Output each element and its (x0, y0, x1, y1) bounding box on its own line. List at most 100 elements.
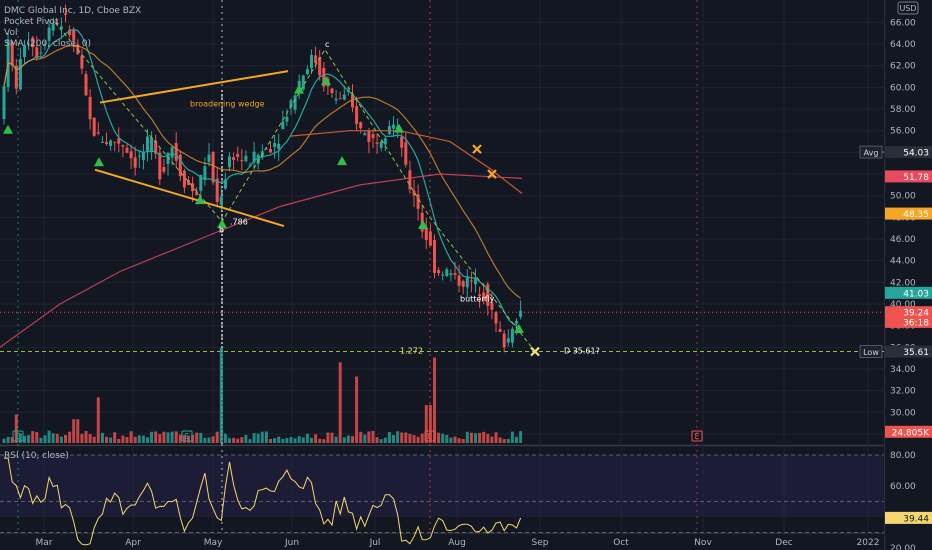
candle-body (482, 292, 486, 301)
price-tag-label: Low (863, 348, 879, 357)
candle-body (215, 178, 219, 202)
chart-annotation: D 35.61? (564, 347, 600, 356)
candle-body (80, 55, 84, 69)
volume-bar (494, 432, 498, 443)
candle-body (166, 152, 170, 165)
price-axis (884, 0, 932, 550)
price-tag-label-box (859, 345, 883, 358)
volume-bar (55, 433, 59, 443)
candle-body (330, 88, 334, 93)
candle-body (412, 190, 416, 196)
candle-body (277, 143, 281, 150)
candle-body (117, 138, 121, 144)
candle-body (310, 54, 313, 69)
candle-body (457, 275, 461, 286)
candle-body (68, 29, 72, 36)
volume-bar (502, 439, 506, 443)
volume-bar (478, 432, 482, 443)
x-marker (487, 169, 497, 179)
candle-body (223, 179, 227, 189)
candle-body (174, 143, 178, 161)
candle-body (125, 147, 129, 153)
pocket-pivot-icon (3, 124, 13, 134)
candle-body (252, 151, 256, 163)
candle-body (219, 196, 223, 205)
candle-body (137, 155, 141, 157)
candle-body (441, 274, 445, 276)
candle-body (363, 133, 367, 136)
candle-body (55, 23, 59, 25)
volume-bar (187, 435, 190, 443)
volume-bar (244, 434, 248, 443)
volume-bar (84, 430, 88, 443)
volume-bar (334, 436, 338, 443)
rsi-value-label: 39.44 (903, 514, 929, 524)
candle-body (31, 37, 35, 48)
earnings-icon-label: E (185, 432, 190, 441)
volume-bar (461, 438, 465, 443)
candle-body (453, 273, 457, 275)
time-tick-label: Sep (532, 538, 549, 548)
candle-body (469, 280, 473, 282)
candle-body (289, 100, 293, 107)
candle-body (416, 194, 420, 209)
volume-bar (433, 357, 436, 443)
candle-body (64, 13, 67, 15)
volume-bar (162, 431, 166, 443)
price-pane (0, 0, 884, 444)
chart-annotation: .786 (230, 218, 248, 227)
volume-bar (137, 435, 141, 443)
candle-body (10, 42, 14, 66)
price-tick-label: 34.00 (890, 365, 916, 375)
sma-mid-line (3, 44, 521, 299)
volume-bar (363, 434, 367, 443)
volume-bar (490, 436, 494, 443)
price-tag-value: 39.24 (903, 309, 929, 319)
volume-bar (121, 435, 125, 443)
time-tick-label: Dec (775, 538, 792, 548)
candle-body (18, 59, 22, 90)
candle-body (170, 147, 174, 158)
volume-bar (404, 432, 408, 443)
time-tick-label: Nov (694, 538, 712, 548)
volume-bar (51, 433, 55, 443)
volume-bar (273, 438, 277, 443)
candle-body (146, 136, 149, 152)
price-tick-label: 30.00 (890, 408, 916, 418)
candle-body (408, 170, 412, 190)
candle-body (232, 157, 236, 160)
candle-body (445, 269, 449, 277)
volume-bar (125, 437, 129, 443)
candle-body (244, 155, 248, 162)
price-tag-value: 41.03 (903, 289, 929, 299)
volume-bar (240, 437, 244, 443)
volume-bar (68, 431, 72, 443)
volume-bar (260, 431, 264, 443)
price-tick-label: 60.00 (890, 83, 916, 93)
candle-body (141, 152, 145, 160)
chart-annotation: b (219, 225, 224, 234)
volume-bar (39, 437, 43, 443)
volume-bar (371, 430, 375, 443)
candle-body (428, 231, 432, 246)
volume-bar (428, 405, 432, 443)
time-tick-label: Oct (613, 538, 629, 548)
pocket-pivot-icon (217, 218, 227, 228)
candle-body (392, 124, 395, 129)
chart-annotation: broadening wedge (190, 100, 265, 109)
candle-body (59, 26, 63, 29)
volume-bar (297, 436, 301, 443)
volume-bar (392, 434, 395, 443)
price-tick-label: 66.00 (890, 18, 916, 28)
candle-body (256, 154, 260, 164)
earnings-icon (424, 430, 436, 442)
rsi-tick-label: 80.00 (890, 451, 916, 461)
candle-body (293, 95, 297, 110)
chart-annotation: butterfly (460, 295, 495, 304)
candle-body (478, 294, 482, 297)
volume-bar (80, 433, 84, 443)
volume-bar (228, 438, 231, 443)
price-tag-value: 36:18 (903, 318, 929, 328)
time-tick-label: Apr (125, 538, 141, 548)
